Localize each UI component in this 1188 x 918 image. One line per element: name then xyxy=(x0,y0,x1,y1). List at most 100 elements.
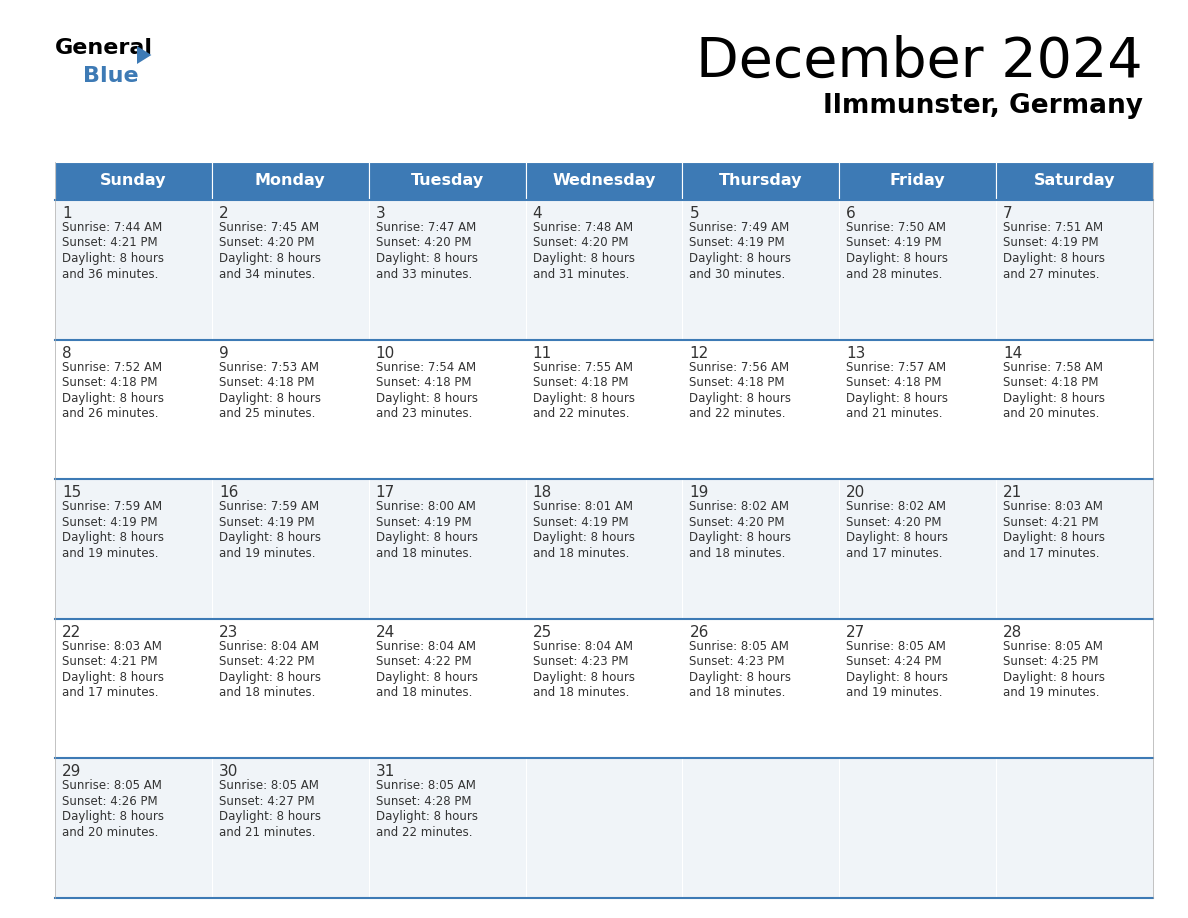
Text: Sunset: 4:18 PM: Sunset: 4:18 PM xyxy=(375,376,472,389)
Text: Sunrise: 7:48 AM: Sunrise: 7:48 AM xyxy=(532,221,633,234)
Text: Daylight: 8 hours: Daylight: 8 hours xyxy=(1003,671,1105,684)
Text: Daylight: 8 hours: Daylight: 8 hours xyxy=(375,252,478,265)
Text: Daylight: 8 hours: Daylight: 8 hours xyxy=(219,532,321,544)
Text: Sunset: 4:20 PM: Sunset: 4:20 PM xyxy=(532,237,628,250)
Text: and 22 minutes.: and 22 minutes. xyxy=(375,826,472,839)
Bar xyxy=(839,758,997,898)
Text: Sunrise: 7:52 AM: Sunrise: 7:52 AM xyxy=(62,361,162,374)
Bar xyxy=(55,758,211,898)
Text: and 30 minutes.: and 30 minutes. xyxy=(689,267,785,281)
Text: 24: 24 xyxy=(375,625,394,640)
Text: Wednesday: Wednesday xyxy=(552,174,656,188)
Text: and 17 minutes.: and 17 minutes. xyxy=(846,547,943,560)
Text: 31: 31 xyxy=(375,765,396,779)
Text: Sunset: 4:19 PM: Sunset: 4:19 PM xyxy=(689,237,785,250)
Text: Sunrise: 8:00 AM: Sunrise: 8:00 AM xyxy=(375,500,475,513)
Text: 14: 14 xyxy=(1003,345,1023,361)
Text: Sunset: 4:20 PM: Sunset: 4:20 PM xyxy=(375,237,472,250)
Text: Sunday: Sunday xyxy=(100,174,166,188)
Bar xyxy=(368,619,525,758)
Text: Daylight: 8 hours: Daylight: 8 hours xyxy=(62,392,164,405)
Text: 18: 18 xyxy=(532,486,551,500)
Text: Sunset: 4:21 PM: Sunset: 4:21 PM xyxy=(1003,516,1099,529)
Text: Sunset: 4:21 PM: Sunset: 4:21 PM xyxy=(62,655,158,668)
Text: Daylight: 8 hours: Daylight: 8 hours xyxy=(1003,252,1105,265)
Text: and 17 minutes.: and 17 minutes. xyxy=(1003,547,1100,560)
Bar xyxy=(55,340,211,479)
Text: Sunrise: 8:05 AM: Sunrise: 8:05 AM xyxy=(1003,640,1102,653)
Text: Sunrise: 7:56 AM: Sunrise: 7:56 AM xyxy=(689,361,790,374)
Bar xyxy=(368,479,525,619)
Text: Sunset: 4:25 PM: Sunset: 4:25 PM xyxy=(1003,655,1099,668)
Text: Daylight: 8 hours: Daylight: 8 hours xyxy=(219,252,321,265)
Text: and 20 minutes.: and 20 minutes. xyxy=(62,826,158,839)
Text: and 19 minutes.: and 19 minutes. xyxy=(1003,687,1100,700)
Polygon shape xyxy=(137,46,151,64)
Text: Sunset: 4:19 PM: Sunset: 4:19 PM xyxy=(1003,237,1099,250)
Bar xyxy=(525,162,682,200)
Text: and 27 minutes.: and 27 minutes. xyxy=(1003,267,1100,281)
Text: and 19 minutes.: and 19 minutes. xyxy=(846,687,943,700)
Text: Daylight: 8 hours: Daylight: 8 hours xyxy=(219,671,321,684)
Text: Daylight: 8 hours: Daylight: 8 hours xyxy=(846,532,948,544)
Text: 27: 27 xyxy=(846,625,866,640)
Text: 12: 12 xyxy=(689,345,709,361)
Text: 30: 30 xyxy=(219,765,239,779)
Bar xyxy=(682,758,839,898)
Bar xyxy=(997,200,1154,340)
Text: and 19 minutes.: and 19 minutes. xyxy=(62,547,158,560)
Bar xyxy=(525,200,682,340)
Text: Sunset: 4:22 PM: Sunset: 4:22 PM xyxy=(219,655,315,668)
Bar xyxy=(839,340,997,479)
Bar xyxy=(211,200,368,340)
Text: 5: 5 xyxy=(689,206,699,221)
Text: Daylight: 8 hours: Daylight: 8 hours xyxy=(375,671,478,684)
Text: Daylight: 8 hours: Daylight: 8 hours xyxy=(532,392,634,405)
Text: Daylight: 8 hours: Daylight: 8 hours xyxy=(1003,392,1105,405)
Text: and 18 minutes.: and 18 minutes. xyxy=(219,687,315,700)
Bar xyxy=(525,340,682,479)
Text: and 19 minutes.: and 19 minutes. xyxy=(219,547,315,560)
Text: Daylight: 8 hours: Daylight: 8 hours xyxy=(375,811,478,823)
Bar xyxy=(839,162,997,200)
Bar xyxy=(997,758,1154,898)
Text: 6: 6 xyxy=(846,206,857,221)
Text: Daylight: 8 hours: Daylight: 8 hours xyxy=(689,392,791,405)
Text: Sunset: 4:20 PM: Sunset: 4:20 PM xyxy=(219,237,315,250)
Bar xyxy=(211,479,368,619)
Bar xyxy=(55,619,211,758)
Text: Sunrise: 8:01 AM: Sunrise: 8:01 AM xyxy=(532,500,632,513)
Text: and 18 minutes.: and 18 minutes. xyxy=(689,547,785,560)
Text: Sunrise: 8:05 AM: Sunrise: 8:05 AM xyxy=(62,779,162,792)
Bar xyxy=(839,479,997,619)
Text: Daylight: 8 hours: Daylight: 8 hours xyxy=(532,671,634,684)
Bar xyxy=(997,619,1154,758)
Bar xyxy=(211,162,368,200)
Text: 20: 20 xyxy=(846,486,866,500)
Text: and 36 minutes.: and 36 minutes. xyxy=(62,267,158,281)
Bar xyxy=(525,758,682,898)
Text: 26: 26 xyxy=(689,625,709,640)
Text: and 17 minutes.: and 17 minutes. xyxy=(62,687,158,700)
Text: and 22 minutes.: and 22 minutes. xyxy=(689,407,786,420)
Text: Sunrise: 8:03 AM: Sunrise: 8:03 AM xyxy=(1003,500,1102,513)
Text: Sunrise: 7:54 AM: Sunrise: 7:54 AM xyxy=(375,361,476,374)
Text: Sunset: 4:24 PM: Sunset: 4:24 PM xyxy=(846,655,942,668)
Text: 2: 2 xyxy=(219,206,228,221)
Text: Sunrise: 8:04 AM: Sunrise: 8:04 AM xyxy=(375,640,475,653)
Bar xyxy=(682,200,839,340)
Bar xyxy=(682,479,839,619)
Bar xyxy=(211,340,368,479)
Text: Tuesday: Tuesday xyxy=(411,174,484,188)
Text: Sunset: 4:27 PM: Sunset: 4:27 PM xyxy=(219,795,315,808)
Text: and 21 minutes.: and 21 minutes. xyxy=(219,826,315,839)
Text: Sunset: 4:19 PM: Sunset: 4:19 PM xyxy=(62,516,158,529)
Text: Sunset: 4:18 PM: Sunset: 4:18 PM xyxy=(62,376,158,389)
Text: Daylight: 8 hours: Daylight: 8 hours xyxy=(846,671,948,684)
Text: Sunrise: 7:47 AM: Sunrise: 7:47 AM xyxy=(375,221,476,234)
Bar xyxy=(525,619,682,758)
Text: Sunrise: 8:05 AM: Sunrise: 8:05 AM xyxy=(219,779,318,792)
Bar xyxy=(55,479,211,619)
Text: Sunrise: 7:51 AM: Sunrise: 7:51 AM xyxy=(1003,221,1104,234)
Text: Sunrise: 8:05 AM: Sunrise: 8:05 AM xyxy=(689,640,789,653)
